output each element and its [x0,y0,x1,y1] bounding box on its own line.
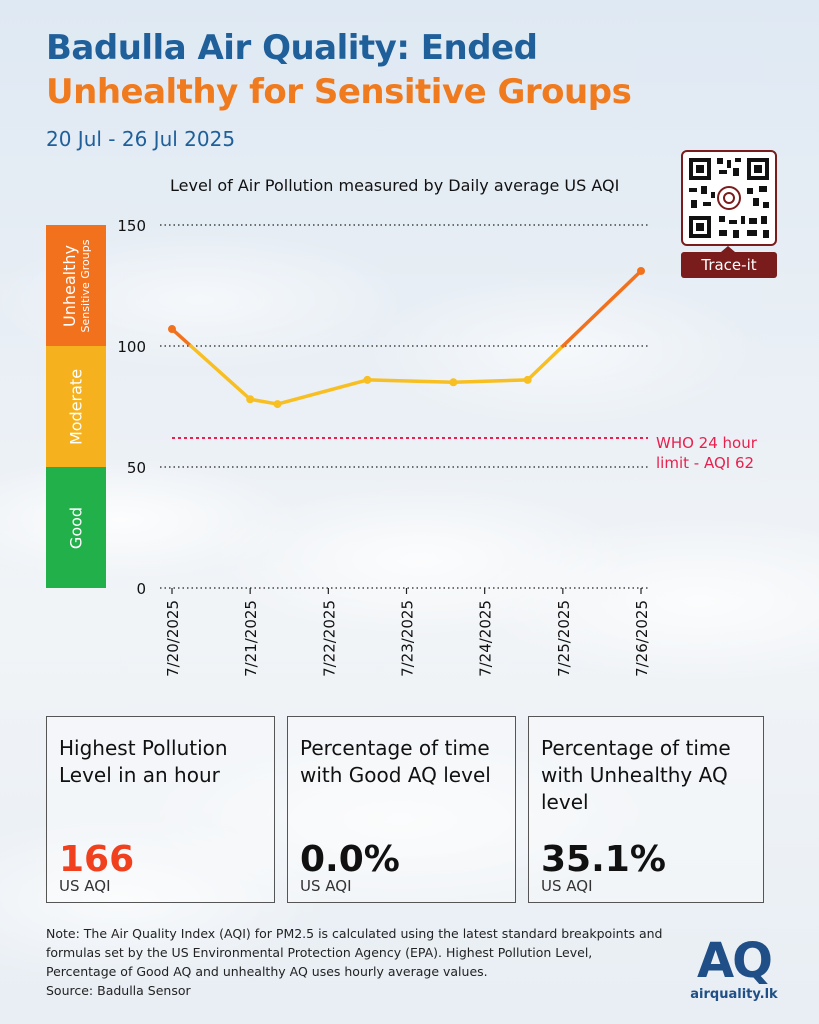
card-title: Percentage of time with Good AQ level [300,736,491,787]
qr-code-icon[interactable] [681,150,777,246]
footnote-source: Source: Badulla Sensor [46,983,191,998]
chart-subtitle: Level of Air Pollution measured by Daily… [170,176,620,195]
card-unit: US AQI [300,877,352,895]
logo-text: airquality.lk [690,987,778,1002]
who-reference-label-2: limit - AQI 62 [656,454,754,472]
logo-mark: AQ [697,933,773,989]
card-unhealthy-percentage: Percentage of time with Unhealthy AQ lev… [528,716,764,903]
card-good-percentage: Percentage of time with Good AQ level 0.… [287,716,516,903]
aqi-band-moderate: Moderate [46,346,106,467]
card-highest-pollution: Highest Pollution Level in an hour 166 U… [46,716,275,903]
date-range: 20 Jul - 26 Jul 2025 [46,127,236,151]
airquality-logo[interactable]: AQ airquality.lk [686,935,782,1005]
x-tick-label: 7/23/2025 [399,600,417,677]
series-line-segment [248,397,280,406]
page-title-line2: Unhealthy for Sensitive Groups [46,72,632,112]
qr-code-widget[interactable]: Trace-it [681,150,777,280]
card-title: Highest Pollution Level in an hour [59,736,228,787]
card-title: Percentage of time with Unhealthy AQ lev… [541,736,731,814]
page-title-line1: Badulla Air Quality: Ended [46,28,538,68]
aqi-line-chart: 0 50 100 150 WHO 24 hour limit - AQI 62 7/20/2… [117,217,758,677]
x-tick-label: 7/26/2025 [633,600,651,677]
card-unit: US AQI [59,877,111,895]
who-reference-label-1: WHO 24 hour [656,434,758,452]
series-line-segment [525,344,565,382]
x-tick-label: 7/25/2025 [555,600,573,677]
series-line-segment [365,378,456,385]
x-tick-label: 7/21/2025 [242,600,260,677]
y-tick-label: 100 [117,338,146,356]
y-tick-label: 150 [117,217,146,235]
data-point [273,400,282,409]
series-line-segment [561,269,643,348]
y-tick-label: 0 [136,580,146,598]
data-point [246,395,255,404]
aqi-band-good: Good [46,467,106,588]
card-value: 166 [59,839,135,880]
series-line-segment [451,378,530,385]
y-tick-label: 50 [127,459,146,477]
series-line-segment [275,378,370,406]
footnote: Note: The Air Quality Index (AQI) for PM… [46,924,666,1000]
footnote-text: Note: The Air Quality Index (AQI) for PM… [46,926,663,979]
data-point [637,266,645,275]
data-point [363,375,372,384]
x-tick-label: 7/20/2025 [164,600,182,677]
data-point [168,325,176,334]
trace-it-label[interactable]: Trace-it [681,246,777,278]
x-tick-label: 7/24/2025 [477,600,495,677]
card-unit: US AQI [541,877,593,895]
aqi-band-unhealthy: Unhealthy Sensitive Groups [46,225,106,346]
data-point [523,375,532,384]
series-line-segment [189,344,252,401]
data-point [449,378,458,387]
card-value: 0.0% [300,839,400,880]
series-line-segment [170,327,193,348]
card-value: 35.1% [541,839,666,880]
x-tick-label: 7/22/2025 [320,600,338,677]
